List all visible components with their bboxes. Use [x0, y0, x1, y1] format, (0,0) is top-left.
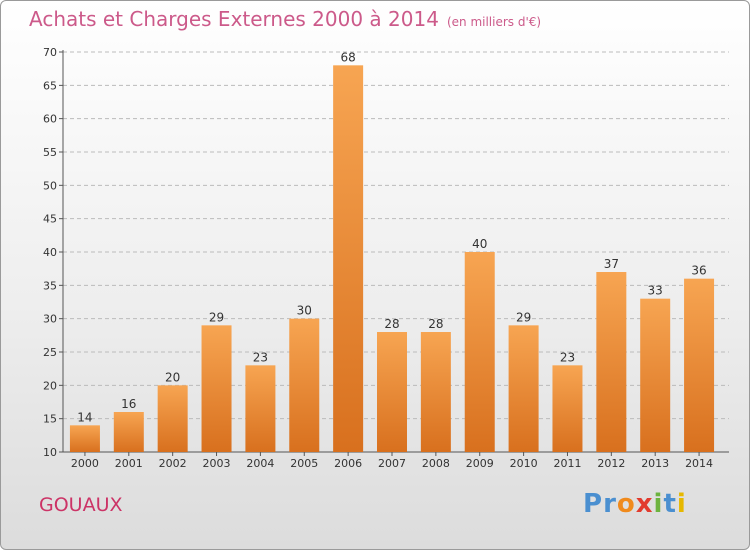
- bar-value-label: 29: [516, 310, 531, 324]
- y-tick-label: 45: [43, 213, 57, 226]
- x-tick-label: 2005: [290, 457, 318, 470]
- y-tick-label: 55: [43, 146, 57, 159]
- bar: [245, 365, 276, 452]
- x-tick-label: 2000: [71, 457, 99, 470]
- bar: [464, 252, 495, 452]
- bar: [157, 385, 188, 452]
- y-tick-label: 25: [43, 346, 57, 359]
- y-tick-label: 40: [43, 246, 57, 259]
- y-tick-label: 65: [43, 79, 57, 92]
- x-tick-label: 2002: [159, 457, 187, 470]
- chart-title-text: Achats et Charges Externes 2000 à 2014: [29, 7, 439, 31]
- bar-value-label: 40: [472, 237, 487, 251]
- y-tick-label: 10: [43, 446, 57, 459]
- logo-letter: r: [603, 489, 617, 519]
- y-tick-label: 70: [43, 46, 57, 59]
- x-tick-label: 2008: [422, 457, 450, 470]
- x-tick-label: 2012: [597, 457, 625, 470]
- data-labels: 14 16 20 29 23 30 68 28 28 40 29 23 37 33 36: [77, 50, 706, 424]
- bar: [377, 332, 407, 452]
- x-tick-label: 2013: [641, 457, 669, 470]
- bar: [684, 278, 715, 452]
- bar-value-label: 36: [691, 264, 706, 278]
- y-tick-label: 35: [43, 279, 57, 292]
- y-tick-label: 15: [43, 413, 57, 426]
- bar-value-label: 16: [121, 397, 136, 411]
- bar: [333, 65, 364, 452]
- y-tick-label: 30: [43, 313, 57, 326]
- bar: [113, 412, 144, 452]
- bar: [69, 425, 100, 452]
- proxiti-logo: Proxiti: [583, 489, 687, 519]
- bar-value-label: 20: [165, 370, 180, 384]
- chart-subtitle: (en milliers d'€): [446, 15, 542, 29]
- bar-value-label: 29: [209, 310, 224, 324]
- bar: [596, 272, 627, 452]
- x-tick-label: 2014: [685, 457, 713, 470]
- logo-letter: i: [676, 489, 687, 519]
- bar: [420, 332, 451, 452]
- x-tick-label: 2003: [203, 457, 231, 470]
- logo-letter: P: [583, 489, 604, 519]
- bars: [69, 65, 715, 452]
- bar: [289, 318, 320, 452]
- x-tick-label: 2011: [553, 457, 581, 470]
- bar-value-label: 30: [297, 304, 312, 318]
- bar-value-label: 37: [604, 257, 619, 271]
- logo-letter: x: [635, 489, 654, 519]
- logo-letter: i: [653, 489, 664, 519]
- bar-value-label: 68: [340, 50, 355, 64]
- chart-title: Achats et Charges Externes 2000 à 2014 (e…: [29, 7, 541, 31]
- commune-name: GOUAUX: [39, 494, 123, 516]
- x-tick-label: 2001: [115, 457, 143, 470]
- x-tick-label: 2004: [246, 457, 274, 470]
- bar-value-label: 23: [253, 350, 268, 364]
- y-tick-label: 20: [43, 379, 57, 392]
- y-tick-label: 60: [43, 113, 57, 126]
- y-tick-labels: 10 15 20 25 30 35 40 45 50 55 60 65 70: [43, 46, 57, 459]
- bar-value-label: 28: [428, 317, 443, 331]
- bar-value-label: 28: [384, 317, 399, 331]
- bar-value-label: 23: [560, 350, 575, 364]
- bar: [508, 325, 539, 452]
- bar: [201, 325, 232, 452]
- x-tick-label: 2006: [334, 457, 362, 470]
- bar-value-label: 14: [77, 410, 92, 424]
- bar: [552, 365, 583, 452]
- x-tick-label: 2009: [466, 457, 494, 470]
- x-tick-labels: 2000 2001 2002 2003 2004 2005 2006 2007 2008 2009…: [71, 457, 713, 470]
- x-tick-label: 2010: [510, 457, 538, 470]
- logo-letter: o: [616, 489, 636, 519]
- x-tick-label: 2007: [378, 457, 406, 470]
- logo-letter: t: [663, 489, 677, 519]
- y-tick-label: 50: [43, 179, 57, 192]
- bar: [640, 298, 671, 452]
- bar-value-label: 33: [648, 284, 663, 298]
